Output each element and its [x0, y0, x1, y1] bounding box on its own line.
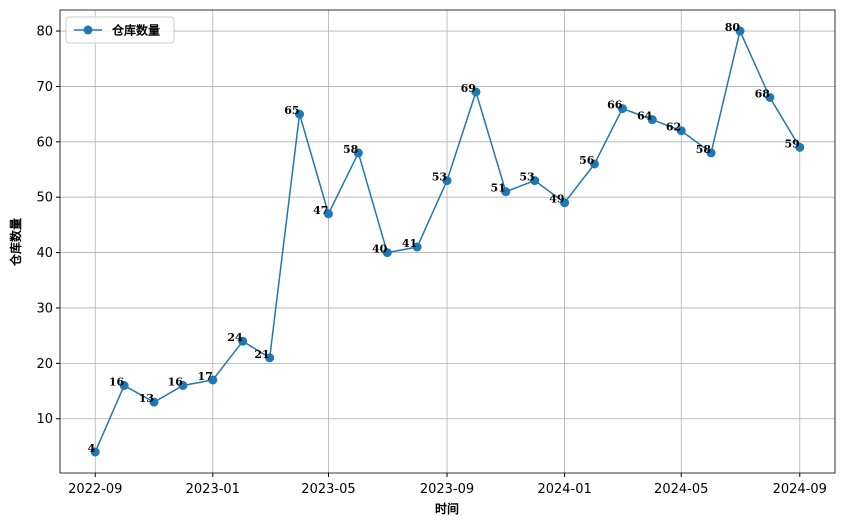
value-label: 21 — [254, 348, 269, 361]
point — [119, 380, 129, 390]
value-label: 41 — [402, 237, 417, 250]
value-label: 68 — [755, 88, 771, 101]
x-axis-label: 时间 — [435, 501, 459, 516]
x-tick-label: 2024-01 — [537, 482, 591, 497]
point — [560, 198, 570, 208]
y-tick-label: 40 — [36, 246, 53, 261]
point — [442, 176, 452, 186]
point — [90, 447, 100, 457]
point — [706, 148, 716, 158]
y-tick-label: 70 — [36, 80, 53, 95]
value-label: 16 — [109, 375, 125, 388]
value-label: 65 — [284, 104, 299, 117]
point — [501, 187, 511, 197]
point — [471, 87, 481, 97]
point — [353, 148, 363, 158]
value-label: 80 — [725, 21, 741, 34]
value-label: 53 — [519, 171, 534, 184]
value-label: 4 — [88, 442, 96, 455]
point — [735, 26, 745, 36]
x-tick-label: 2023-05 — [301, 482, 355, 497]
value-label: 40 — [372, 243, 388, 256]
point — [617, 104, 627, 114]
series-line — [94, 28, 801, 453]
value-label: 17 — [197, 370, 212, 383]
value-label: 47 — [313, 204, 328, 217]
legend-label: 仓库数量 — [111, 23, 160, 38]
point — [149, 397, 159, 407]
value-label: 53 — [432, 171, 447, 184]
value-label: 49 — [549, 193, 564, 206]
value-label: 24 — [227, 331, 243, 344]
value-label: 58 — [696, 143, 712, 156]
point — [265, 353, 275, 363]
x-tick-label: 2023-09 — [420, 482, 474, 497]
point — [765, 93, 775, 103]
y-tick-label: 10 — [36, 412, 53, 427]
y-tick-label: 60 — [36, 135, 53, 150]
value-label: 59 — [784, 137, 799, 150]
point — [323, 209, 333, 219]
value-label: 56 — [579, 154, 595, 167]
x-tick-label: 2023-01 — [186, 482, 240, 497]
point — [178, 380, 188, 390]
y-axis-label: 仓库数量 — [8, 218, 23, 267]
y-tick-label: 80 — [36, 25, 53, 40]
legend-marker — [83, 25, 93, 35]
value-label: 13 — [139, 392, 154, 405]
point — [589, 159, 599, 169]
point — [530, 176, 540, 186]
point — [647, 115, 657, 125]
value-label: 64 — [637, 110, 653, 123]
value-label: 66 — [607, 99, 623, 112]
value-label: 51 — [490, 182, 505, 195]
x-tick-label: 2022-09 — [68, 482, 122, 497]
plot-frame — [59, 9, 836, 474]
value-label: 62 — [666, 121, 681, 134]
y-tick-label: 30 — [36, 301, 53, 316]
point — [295, 109, 305, 119]
value-label: 58 — [343, 143, 359, 156]
value-label: 16 — [168, 375, 184, 388]
point — [238, 336, 248, 346]
value-label: 69 — [461, 82, 476, 95]
point — [382, 248, 392, 258]
x-tick-label: 2024-05 — [654, 482, 708, 497]
point — [208, 375, 218, 385]
legend: 仓库数量 — [65, 16, 175, 44]
point — [412, 242, 422, 252]
point — [676, 126, 686, 136]
point — [795, 142, 805, 152]
legend-box — [65, 16, 175, 44]
x-tick-label: 2024-09 — [773, 482, 827, 497]
y-tick-label: 20 — [36, 357, 53, 372]
y-tick-label: 50 — [36, 191, 53, 206]
